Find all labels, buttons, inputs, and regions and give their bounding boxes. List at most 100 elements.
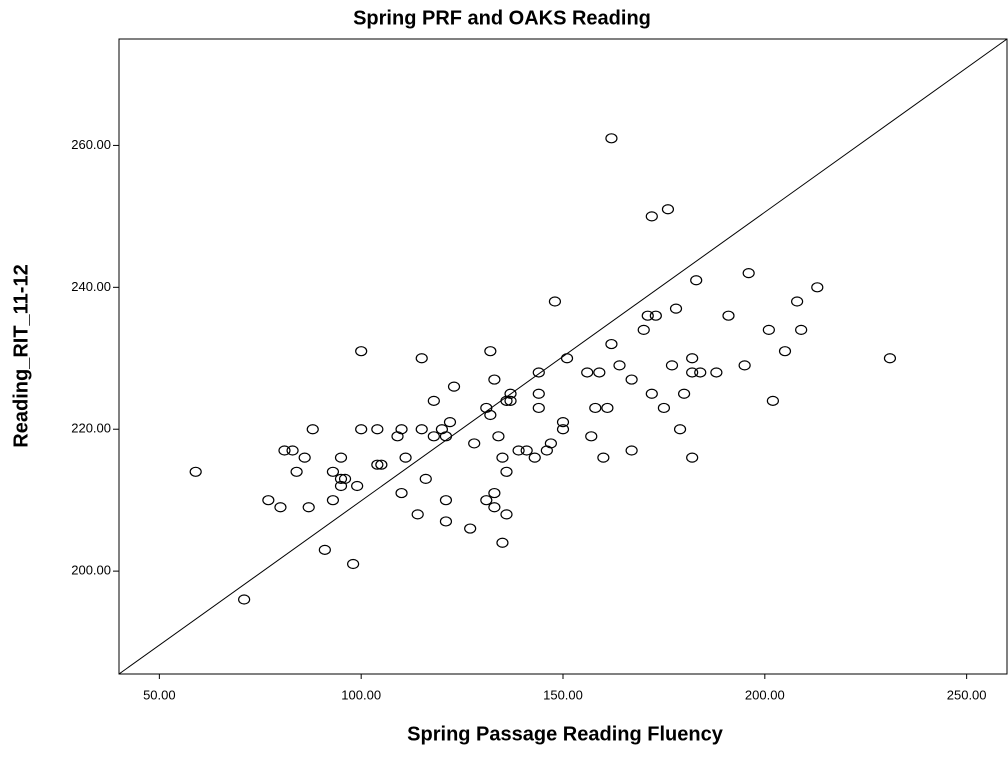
point bbox=[738, 360, 751, 371]
point bbox=[286, 445, 299, 456]
point bbox=[395, 487, 408, 499]
point bbox=[447, 381, 461, 392]
point bbox=[443, 417, 457, 428]
point bbox=[347, 558, 360, 570]
point bbox=[556, 417, 570, 428]
y-tick-label: 220.00 bbox=[71, 421, 111, 436]
point bbox=[334, 473, 348, 484]
point bbox=[766, 395, 779, 406]
point bbox=[427, 431, 440, 442]
point bbox=[439, 516, 453, 527]
point bbox=[298, 452, 311, 463]
point bbox=[556, 424, 570, 435]
point bbox=[480, 495, 493, 506]
point bbox=[762, 324, 775, 335]
y-axis-label: Reading_RIT_11-12 bbox=[10, 264, 32, 447]
point bbox=[306, 424, 319, 435]
y-tick-label: 200.00 bbox=[71, 563, 111, 578]
point bbox=[484, 346, 497, 357]
point bbox=[351, 480, 364, 492]
x-tick-label: 150.00 bbox=[543, 687, 583, 702]
point bbox=[795, 324, 808, 335]
x-tick-label: 100.00 bbox=[341, 687, 381, 702]
point bbox=[468, 438, 481, 449]
point bbox=[375, 459, 388, 470]
point bbox=[484, 409, 497, 421]
x-tick-label: 250.00 bbox=[947, 687, 987, 702]
point bbox=[601, 402, 614, 414]
point bbox=[500, 466, 513, 477]
point bbox=[645, 388, 658, 399]
point bbox=[512, 445, 525, 456]
point bbox=[605, 338, 618, 350]
point bbox=[488, 502, 501, 513]
point bbox=[464, 523, 477, 534]
point bbox=[791, 296, 804, 307]
point bbox=[883, 353, 897, 364]
point bbox=[427, 395, 440, 406]
point bbox=[488, 487, 501, 499]
point bbox=[496, 452, 509, 463]
point bbox=[673, 424, 687, 435]
y-tick-label: 260.00 bbox=[71, 137, 111, 152]
point bbox=[439, 495, 453, 506]
point bbox=[290, 466, 303, 477]
chart-title: Spring PRF and OAKS Reading bbox=[353, 7, 651, 29]
point bbox=[625, 445, 638, 456]
point bbox=[411, 509, 424, 520]
point bbox=[613, 360, 626, 371]
x-tick-label: 50.00 bbox=[143, 687, 176, 702]
point bbox=[532, 367, 545, 378]
point bbox=[355, 346, 368, 357]
point bbox=[605, 133, 618, 144]
y-tick-label: 240.00 bbox=[71, 279, 111, 294]
point bbox=[496, 537, 509, 548]
point bbox=[625, 374, 638, 385]
point bbox=[399, 452, 412, 463]
point bbox=[585, 431, 598, 442]
point bbox=[694, 367, 707, 378]
point bbox=[593, 367, 606, 378]
point bbox=[238, 594, 251, 605]
x-tick-label: 200.00 bbox=[745, 687, 785, 702]
point bbox=[686, 367, 699, 378]
point bbox=[326, 466, 340, 477]
point bbox=[649, 310, 662, 321]
point bbox=[419, 473, 432, 484]
point bbox=[661, 204, 675, 215]
point bbox=[560, 353, 574, 364]
point bbox=[415, 353, 428, 364]
point bbox=[439, 431, 453, 442]
point bbox=[657, 402, 671, 414]
point bbox=[355, 424, 368, 435]
point bbox=[686, 452, 699, 463]
point bbox=[645, 211, 658, 222]
point bbox=[274, 502, 287, 513]
point bbox=[318, 544, 331, 555]
point bbox=[302, 502, 315, 513]
point bbox=[371, 459, 384, 470]
point bbox=[262, 495, 275, 506]
point bbox=[520, 445, 533, 456]
point bbox=[395, 424, 408, 435]
point bbox=[415, 424, 428, 435]
point bbox=[326, 495, 340, 506]
point bbox=[811, 282, 824, 293]
point bbox=[710, 367, 723, 378]
point bbox=[532, 388, 545, 399]
point bbox=[581, 367, 594, 378]
point bbox=[528, 452, 541, 463]
point bbox=[665, 360, 679, 371]
point bbox=[637, 324, 650, 335]
point bbox=[504, 395, 517, 406]
point bbox=[278, 445, 291, 456]
point bbox=[488, 374, 501, 385]
point bbox=[504, 388, 517, 399]
point bbox=[677, 388, 691, 399]
point bbox=[641, 310, 654, 321]
point bbox=[532, 402, 545, 414]
x-axis-label: Spring Passage Reading Fluency bbox=[407, 723, 724, 745]
point bbox=[334, 452, 348, 463]
